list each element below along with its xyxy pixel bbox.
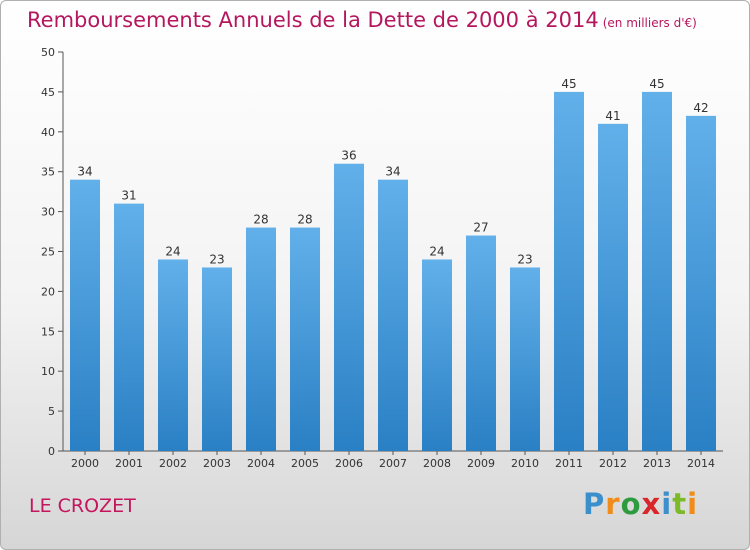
chart-title-text: Remboursements Annuels de la Dette de 20…: [27, 8, 599, 32]
bar-value-label: 27: [473, 221, 488, 235]
bar-value-label: 24: [429, 244, 444, 258]
logo-letter: r: [605, 487, 621, 521]
y-tick-label: 0: [48, 445, 55, 458]
logo-letter: o: [620, 487, 642, 521]
bar-value-label: 36: [341, 149, 356, 163]
x-tick-label: 2007: [379, 457, 407, 470]
x-tick-label: 2002: [159, 457, 187, 470]
bar-2002: [158, 259, 188, 451]
y-tick-label: 25: [41, 246, 55, 259]
y-tick-label: 45: [41, 86, 55, 99]
logo-letter: P: [583, 487, 606, 521]
bar-2003: [202, 267, 232, 451]
bar-2005: [290, 227, 320, 451]
bar-2001: [114, 203, 144, 451]
logo-letter: t: [672, 487, 688, 521]
commune-name: LE CROZET: [29, 495, 136, 517]
y-tick-label: 50: [41, 46, 55, 59]
bar-2004: [246, 227, 276, 451]
bar-value-label: 23: [209, 252, 224, 266]
y-tick-label: 30: [41, 206, 55, 219]
y-tick-label: 35: [41, 166, 55, 179]
x-tick-label: 2003: [203, 457, 231, 470]
x-tick-label: 2013: [643, 457, 671, 470]
x-tick-label: 2008: [423, 457, 451, 470]
logo-letter: x: [641, 487, 662, 521]
bar-2000: [70, 179, 100, 451]
bar-value-label: 28: [253, 213, 268, 227]
logo-letter: i: [687, 487, 699, 521]
bar-2010: [510, 267, 540, 451]
x-tick-label: 2011: [555, 457, 583, 470]
bar-value-label: 34: [77, 165, 92, 179]
bar-value-label: 31: [121, 189, 136, 203]
bar-2008: [422, 259, 452, 451]
bar-value-label: 34: [385, 165, 400, 179]
bar-value-label: 23: [517, 252, 532, 266]
x-tick-label: 2000: [71, 457, 99, 470]
y-tick-label: 40: [41, 126, 55, 139]
y-tick-label: 10: [41, 365, 55, 378]
x-tick-label: 2010: [511, 457, 539, 470]
bar-value-label: 24: [165, 244, 180, 258]
y-tick-label: 5: [48, 405, 55, 418]
bar-2012: [598, 123, 628, 451]
x-tick-label: 2012: [599, 457, 627, 470]
bar-value-label: 45: [649, 77, 664, 91]
proxiti-logo[interactable]: Proxiti: [583, 487, 698, 521]
x-tick-label: 2009: [467, 457, 495, 470]
x-tick-label: 2001: [115, 457, 143, 470]
x-tick-label: 2006: [335, 457, 363, 470]
chart-unit: (en milliers d'€): [602, 16, 697, 30]
bar-2014: [686, 115, 716, 451]
y-tick-label: 20: [41, 285, 55, 298]
bar-value-label: 45: [561, 77, 576, 91]
bar-2009: [466, 235, 496, 451]
bar-value-label: 42: [693, 101, 708, 115]
logo-letter: i: [661, 487, 673, 521]
x-tick-label: 2014: [687, 457, 715, 470]
y-tick-label: 15: [41, 325, 55, 338]
x-tick-label: 2004: [247, 457, 275, 470]
bar-2006: [334, 163, 364, 451]
x-tick-label: 2005: [291, 457, 319, 470]
chart-title: Remboursements Annuels de la Dette de 20…: [27, 8, 697, 32]
bar-2013: [642, 91, 672, 452]
bar-value-label: 28: [297, 213, 312, 227]
bar-2007: [378, 179, 408, 451]
bar-value-label: 41: [605, 109, 620, 123]
bar-2011: [554, 91, 584, 452]
